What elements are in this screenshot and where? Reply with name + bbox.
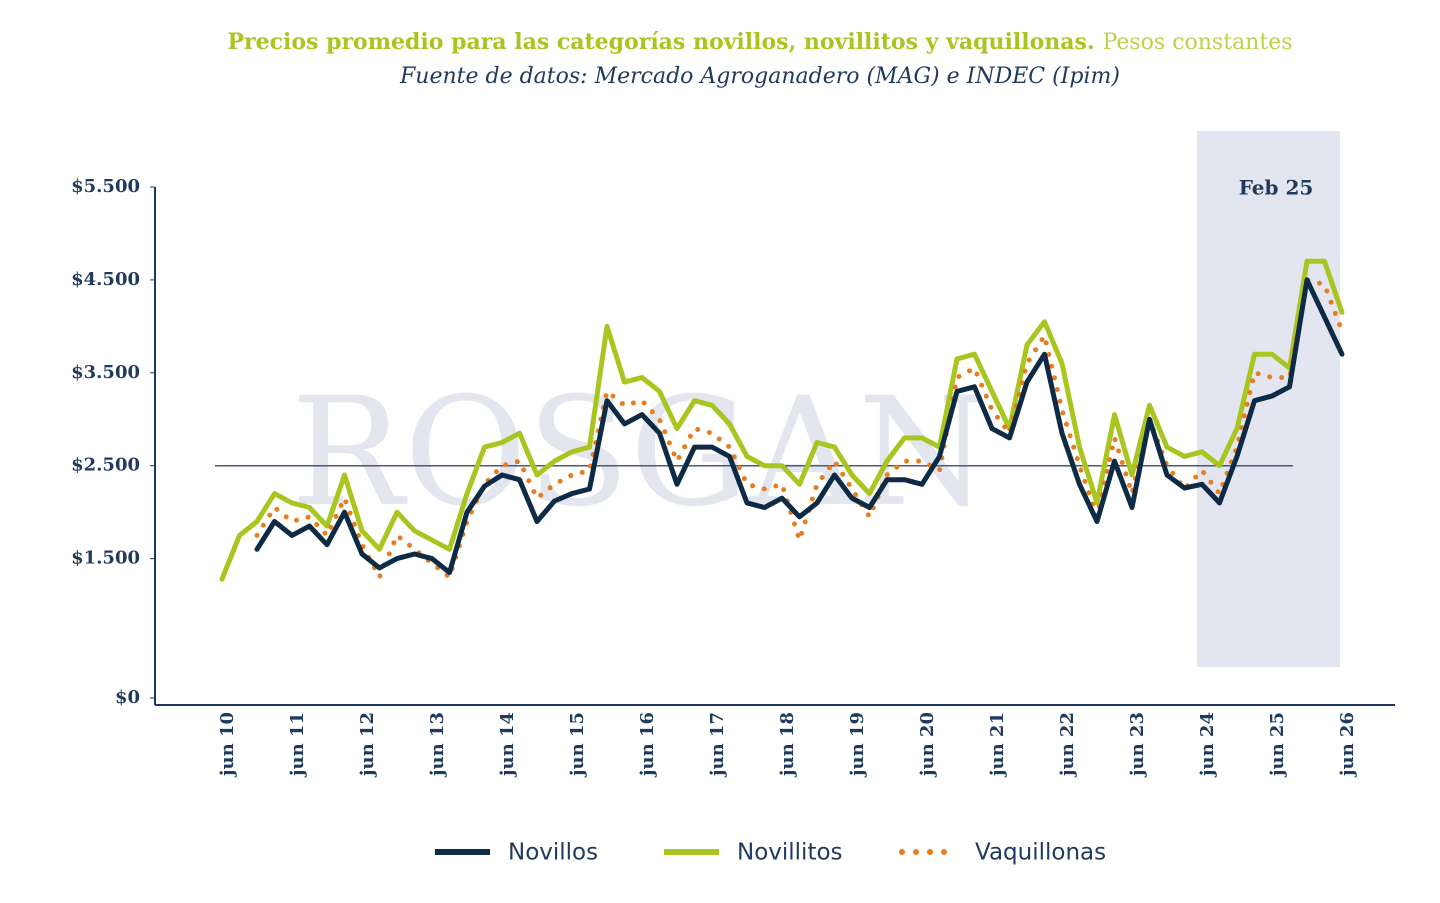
x-tick-label: jun 10 — [217, 712, 238, 778]
x-tick: jun 14 — [497, 712, 518, 778]
x-tick-label: jun 21 — [987, 712, 1008, 778]
x-tick-label: jun 25 — [1267, 712, 1288, 778]
x-tick-label: jun 11 — [287, 712, 308, 778]
x-tick: jun 16 — [637, 712, 658, 778]
legend-label: Novillitos — [737, 840, 843, 866]
x-tick-label: jun 24 — [1197, 712, 1218, 778]
title-note: Pesos constantes — [1103, 30, 1293, 55]
x-tick-label: jun 20 — [917, 712, 938, 778]
annotation: Feb 25 — [1239, 176, 1314, 200]
watermark: ROSGAN — [291, 366, 989, 540]
x-tick-label: jun 19 — [847, 712, 868, 778]
x-tick: jun 20 — [917, 712, 938, 778]
subtitle: Fuente de datos: Mercado Agroganadero (M… — [399, 64, 1120, 89]
x-tick-label: jun 18 — [777, 712, 798, 778]
x-tick: jun 12 — [357, 712, 378, 778]
x-tick: jun 15 — [567, 712, 588, 778]
x-tick-label: jun 13 — [427, 712, 448, 778]
series-line — [254, 277, 1345, 576]
x-tick: jun 26 — [1337, 712, 1358, 778]
x-tick-label: jun 26 — [1337, 712, 1358, 778]
y-tick-label: $5.500 — [71, 176, 140, 197]
x-tick: jun 25 — [1267, 712, 1288, 778]
x-tick: jun 17 — [707, 712, 728, 778]
y-tick-label: $4.500 — [71, 269, 140, 290]
x-tick-label: jun 22 — [1057, 712, 1078, 778]
x-tick: jun 11 — [287, 712, 308, 778]
x-tick-label: jun 15 — [567, 712, 588, 778]
x-tick: jun 13 — [427, 712, 448, 778]
title: Precios promedio para las categorías nov… — [227, 29, 1094, 55]
y-tick-label: $0 — [115, 687, 140, 708]
x-tick-label: jun 12 — [357, 712, 378, 778]
x-tick: jun 19 — [847, 712, 868, 778]
y-tick-label: $2.500 — [71, 455, 140, 476]
x-tick-label: jun 23 — [1127, 712, 1148, 778]
x-tick: jun 21 — [987, 712, 1008, 778]
legend-label: Vaquillonas — [975, 840, 1106, 866]
x-tick-label: jun 16 — [637, 712, 658, 778]
x-tick-label: jun 14 — [497, 712, 518, 778]
x-tick: jun 18 — [777, 712, 798, 778]
x-tick-label: jun 17 — [707, 712, 728, 778]
y-tick-label: $1.500 — [71, 548, 140, 569]
x-tick: jun 10 — [217, 712, 238, 778]
y-tick-label: $3.500 — [71, 362, 140, 383]
legend-label: Novillos — [508, 840, 598, 866]
x-tick: jun 22 — [1057, 712, 1078, 778]
x-tick: jun 23 — [1127, 712, 1148, 778]
x-tick: jun 24 — [1197, 712, 1218, 778]
chart-title: Precios promedio para las categorías nov… — [227, 29, 1292, 55]
series-line — [219, 258, 1345, 582]
